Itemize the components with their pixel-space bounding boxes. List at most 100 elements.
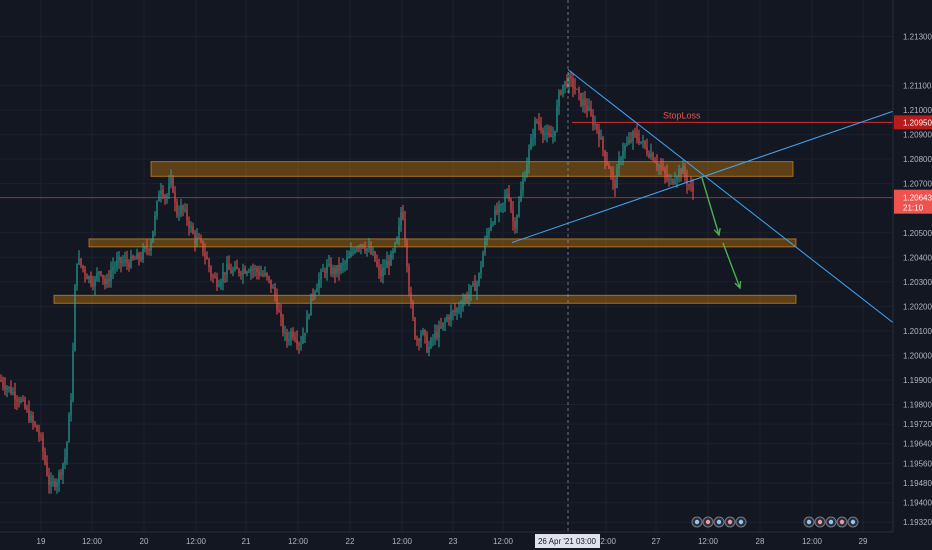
candle-body [264, 273, 266, 276]
candle-body [464, 296, 466, 302]
candle-body [326, 264, 328, 274]
candle-body [210, 267, 212, 276]
candle-body [244, 268, 246, 274]
candle-body [320, 271, 322, 280]
candle-body [406, 240, 408, 267]
candle-body [648, 153, 650, 158]
candle-body [646, 146, 648, 154]
time-tick-label: 12:00 [698, 537, 719, 546]
candle-body [238, 269, 240, 274]
candle-body [444, 320, 446, 323]
candle-body [52, 481, 54, 483]
candle-body [150, 242, 152, 251]
trendline-descending [567, 69, 932, 354]
price-tick-label: 1.21100 [903, 82, 932, 91]
candle-body [198, 237, 200, 239]
candle-body [274, 287, 276, 297]
candle-body [414, 318, 416, 339]
candle-body [416, 338, 418, 341]
candle-body [38, 431, 40, 436]
candle-body [174, 191, 176, 203]
candle-body [364, 247, 366, 251]
candle-body [598, 129, 600, 140]
candle-body [10, 387, 12, 394]
candle-body [370, 247, 372, 254]
candle-body [128, 262, 130, 268]
candle-body [30, 415, 32, 421]
price-tick-label: 1.19720 [903, 420, 932, 429]
time-tick-label: 23 [449, 537, 458, 546]
candle-body [540, 124, 542, 131]
candle-body [624, 145, 626, 152]
candle-body [382, 267, 384, 277]
candle-body [124, 259, 126, 262]
price-tick-label: 1.19900 [903, 376, 932, 385]
candle-body [618, 160, 620, 169]
candle-body [304, 332, 306, 336]
candle-body [202, 240, 204, 253]
candle-body [4, 385, 6, 390]
candle-body [602, 137, 604, 151]
candle-body [190, 226, 192, 228]
candle-body [188, 220, 190, 228]
candle-body [126, 259, 128, 263]
candle-body [164, 196, 166, 198]
price-tick-label: 1.19640 [903, 440, 932, 449]
candle-body [86, 274, 88, 280]
candle-body [130, 256, 132, 268]
crosshair-time-text: 26 Apr '21 03:00 [538, 537, 597, 546]
candle-body [504, 196, 506, 204]
candle-body [292, 331, 294, 337]
candle-body [468, 293, 470, 299]
candle-body [110, 270, 112, 282]
candle-body [378, 265, 380, 271]
grid [0, 0, 893, 532]
candle-body [66, 442, 68, 458]
candle-body [74, 285, 76, 352]
candle-body [334, 268, 336, 275]
candle-body [526, 164, 528, 177]
candle-body [46, 462, 48, 476]
candle-body [426, 335, 428, 352]
candle-body [356, 247, 358, 251]
candle-body [328, 263, 330, 265]
candle-body [366, 248, 368, 251]
candle-body [206, 256, 208, 260]
candle-body [40, 435, 42, 437]
candle-body [322, 270, 324, 272]
price-tick-label: 1.20100 [903, 327, 932, 336]
candle-body [120, 257, 122, 263]
candle-body [616, 168, 618, 189]
candle-body [154, 215, 156, 231]
candle-body [592, 114, 594, 126]
candle-body [44, 451, 46, 463]
candle-body [438, 326, 440, 338]
candle-body [308, 315, 310, 317]
price-tick-label: 1.20800 [903, 155, 932, 164]
candle-body [268, 276, 270, 280]
candle-body [396, 237, 398, 243]
candle-body [224, 272, 226, 275]
candle-body [466, 296, 468, 299]
candle-body [284, 332, 286, 334]
candle-body [80, 258, 82, 266]
candle-body [100, 271, 102, 275]
candle-body [604, 150, 606, 162]
candle-body [294, 336, 296, 340]
calendar-event-icon [716, 519, 722, 525]
candle-body [344, 262, 346, 264]
candle-body [482, 253, 484, 267]
candle-body [256, 268, 258, 272]
candle-body [316, 288, 318, 293]
candle-body [418, 340, 420, 342]
candle-body [240, 273, 242, 275]
candle-body [686, 176, 688, 185]
candle-body [148, 249, 150, 251]
candle-body [532, 137, 534, 139]
candle-body [72, 351, 74, 401]
candle-body [672, 179, 674, 184]
price-axis-bg [893, 0, 932, 550]
candle-body [380, 270, 382, 277]
